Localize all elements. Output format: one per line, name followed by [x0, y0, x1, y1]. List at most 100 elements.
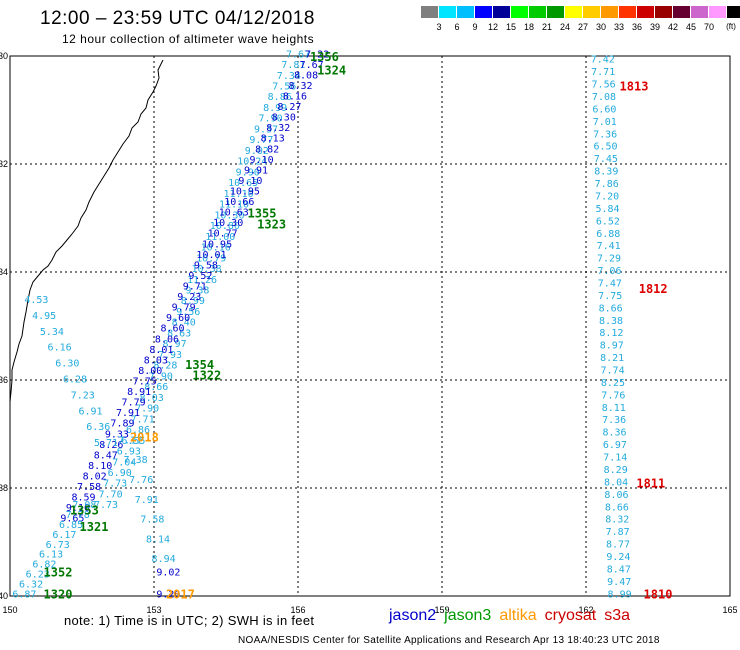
- wave-height-label: 10.16: [201, 243, 231, 254]
- lat-tick-label: 30: [0, 51, 8, 61]
- wave-height-label: 8.38: [599, 316, 623, 327]
- wave-height-label: 7.58: [77, 482, 101, 493]
- wave-height-label: 7.42: [591, 55, 615, 66]
- wave-height-label: 6.16: [48, 343, 72, 354]
- wave-height-label: 7.75: [133, 376, 157, 387]
- wave-height-label: 10.66: [224, 197, 254, 208]
- wave-height-label: 7.81: [281, 60, 305, 71]
- lon-tick-label: 156: [290, 605, 305, 615]
- wave-height-label: 8.10: [88, 461, 112, 472]
- pass-time-label: 1354: [185, 358, 214, 372]
- wave-height-label: 7.08: [592, 92, 616, 103]
- wave-height-label: 10.24: [237, 157, 267, 168]
- wave-height-label: 7.89: [110, 419, 134, 430]
- wave-height-label: 6.90: [108, 468, 132, 479]
- wave-height-label: 8.02: [83, 471, 107, 482]
- wave-height-label: 7.01: [593, 117, 617, 128]
- wave-height-label: 7.14: [603, 453, 627, 464]
- credit-line: NOAA/NESDIS Center for Satellite Applica…: [238, 635, 660, 646]
- wave-height-label: 8.28: [153, 361, 177, 372]
- wave-height-label: 9.20: [156, 589, 180, 600]
- wave-height-label: 9.71: [183, 282, 207, 293]
- wave-height-label: 4.95: [32, 311, 56, 322]
- wave-height-label: 7.78: [66, 510, 90, 521]
- wave-height-label: 7.90: [259, 114, 283, 125]
- wave-height-label: 7.04: [112, 457, 136, 468]
- wave-height-label: 8.11: [602, 403, 626, 414]
- wave-height-label: 9.24: [606, 552, 630, 563]
- wave-height-label: 7.67: [300, 60, 324, 71]
- lat-tick-label: 38: [0, 483, 8, 493]
- wave-height-label: 7.56: [272, 82, 296, 93]
- wave-height-label: 9.90: [236, 167, 260, 178]
- wave-height-label: 8.47: [94, 450, 118, 461]
- colorbar-tick-label: 24: [559, 22, 571, 32]
- page-title: 12:00 – 23:59 UTC 04/12/2018: [40, 8, 315, 29]
- wave-height-label: 5.71: [94, 438, 118, 449]
- wave-height-label: 7.90: [149, 371, 173, 382]
- wave-height-label: 7.58: [140, 515, 164, 526]
- legend-jason2: jason2: [389, 607, 437, 624]
- wave-height-label: 10.95: [202, 239, 232, 250]
- colorbar-tick-label: 39: [649, 22, 661, 32]
- wave-height-label: 6.85: [59, 520, 83, 531]
- pass-time-label: 1320: [44, 587, 73, 601]
- wave-height-label: 7.71: [591, 67, 615, 78]
- wave-height-label: 6.55: [121, 436, 145, 447]
- pass-time-label: 1813: [620, 80, 649, 94]
- wave-height-label: 9.56: [176, 307, 200, 318]
- colorbar-tick-label: 27: [577, 22, 589, 32]
- wave-height-label: 8.14: [146, 534, 170, 545]
- wave-height-label: 7.71: [131, 414, 155, 425]
- pass-time-label: 2017: [166, 587, 195, 601]
- wave-height-label: 9.58: [194, 260, 218, 271]
- colorbar-swatch: [691, 6, 709, 18]
- wave-height-label: 7.91: [135, 495, 159, 506]
- colorbar-tick-label: 30: [595, 22, 607, 32]
- colorbar-tick-label: 15: [505, 22, 517, 32]
- wave-height-label: 9.33: [105, 429, 129, 440]
- wave-height-label: 10.30: [213, 218, 243, 229]
- pass-time-label: 1323: [257, 217, 286, 231]
- legend-s3a: s3a: [604, 607, 631, 624]
- lon-tick-label: 162: [578, 605, 593, 615]
- wave-height-label: 7.22: [305, 49, 329, 60]
- colorbar-tick-label: 12: [487, 22, 499, 32]
- wave-height-label: 8.26: [99, 440, 123, 451]
- wave-height-label: 9.79: [172, 303, 196, 314]
- wave-height-label: 5.34: [40, 327, 64, 338]
- wave-height-label: 7.76: [129, 475, 153, 486]
- wave-height-label: 9.47: [607, 577, 631, 588]
- wave-height-label: 8.32: [288, 81, 312, 92]
- pass-time-label: 1352: [44, 566, 73, 580]
- wave-height-label: 8.94: [152, 554, 176, 565]
- colorbar-labels: 3 6 9 12 15 18 21 24 27 30 33 36 39 42 45 70 (ft): [421, 22, 740, 34]
- colorbar-swatch: [529, 6, 547, 18]
- colorbar-swatch: [511, 6, 529, 18]
- colorbar-swatch: [583, 6, 601, 18]
- wave-height-label: 8.06: [155, 334, 179, 345]
- colorbar-swatch: [475, 6, 493, 18]
- lat-tick-label: 40: [0, 591, 8, 601]
- wave-height-label: 8.47: [607, 564, 631, 575]
- wave-height-label: 7.08: [72, 500, 96, 511]
- wave-height-label: 9.37: [254, 124, 278, 135]
- wave-height-label: 8.00: [138, 366, 162, 377]
- coastline: [9, 59, 164, 412]
- colorbar-tick-label: 9: [472, 22, 478, 32]
- wave-height-label: 8.08: [294, 70, 318, 81]
- pass-time-label: 1811: [636, 477, 665, 491]
- colorbar-swatch: [601, 6, 619, 18]
- wave-height-label: 7.86: [595, 179, 619, 190]
- colorbar-tick-label: 18: [523, 22, 535, 32]
- wave-height-label: 9.10: [238, 176, 262, 187]
- wave-height-label: 9.38: [185, 285, 209, 296]
- wave-height-label: 8.13: [261, 134, 285, 145]
- map-frame: [9, 55, 731, 597]
- page-subtitle: 12 hour collection of altimeter wave hei…: [62, 32, 315, 46]
- lat-tick-label: 36: [0, 375, 8, 385]
- colorbar-swatch: [457, 6, 475, 18]
- wave-height-label: 6.23: [26, 570, 50, 581]
- wave-height-label: 11.10: [219, 200, 249, 211]
